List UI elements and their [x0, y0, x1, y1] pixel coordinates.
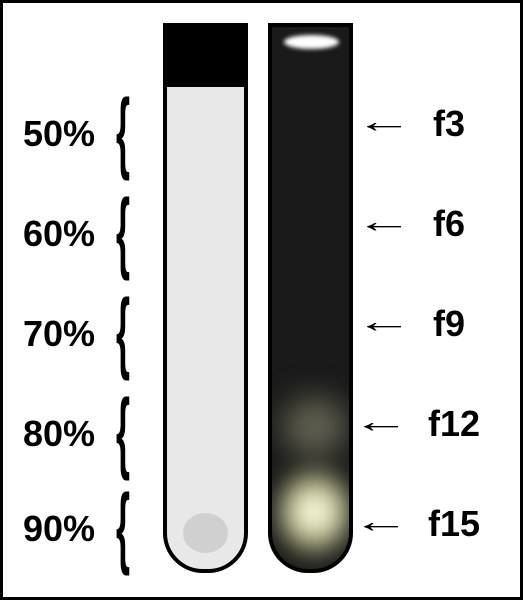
percent-label-80: 80%	[23, 413, 95, 455]
fraction-label-f15: f15	[428, 503, 480, 545]
arrow-icon: ←	[355, 103, 413, 140]
brace-50: {	[116, 80, 130, 185]
brace-70: {	[116, 280, 130, 385]
tube-right	[268, 23, 353, 573]
tube-left	[163, 23, 248, 573]
arrow-icon: ←	[355, 303, 413, 340]
percent-label-60: 60%	[23, 213, 95, 255]
fraction-label-f12: f12	[428, 403, 480, 445]
brace-80: {	[116, 380, 130, 485]
arrow-f6: ←	[368, 203, 400, 240]
fraction-label-f3: f3	[433, 103, 465, 145]
tube-left-bottom-spot	[183, 513, 228, 553]
brace-60: {	[116, 180, 130, 285]
percent-label-50: 50%	[23, 113, 95, 155]
arrow-icon: ←	[352, 503, 410, 540]
tube-right-bottom-glow	[277, 467, 352, 557]
arrow-f9: ←	[368, 303, 400, 340]
tube-right-mid-glow	[282, 397, 347, 457]
fraction-label-f6: f6	[433, 203, 465, 245]
fraction-label-f9: f9	[433, 303, 465, 345]
percent-label-90: 90%	[23, 508, 95, 550]
arrow-f12: ←	[365, 403, 397, 440]
arrow-icon: ←	[352, 403, 410, 440]
brace-90: {	[116, 475, 130, 580]
arrow-f3: ←	[368, 103, 400, 140]
arrow-f15: ←	[365, 503, 397, 540]
tube-right-top-highlight	[284, 35, 339, 49]
tube-left-top-band	[167, 27, 244, 87]
arrow-icon: ←	[355, 203, 413, 240]
percent-label-70: 70%	[23, 313, 95, 355]
